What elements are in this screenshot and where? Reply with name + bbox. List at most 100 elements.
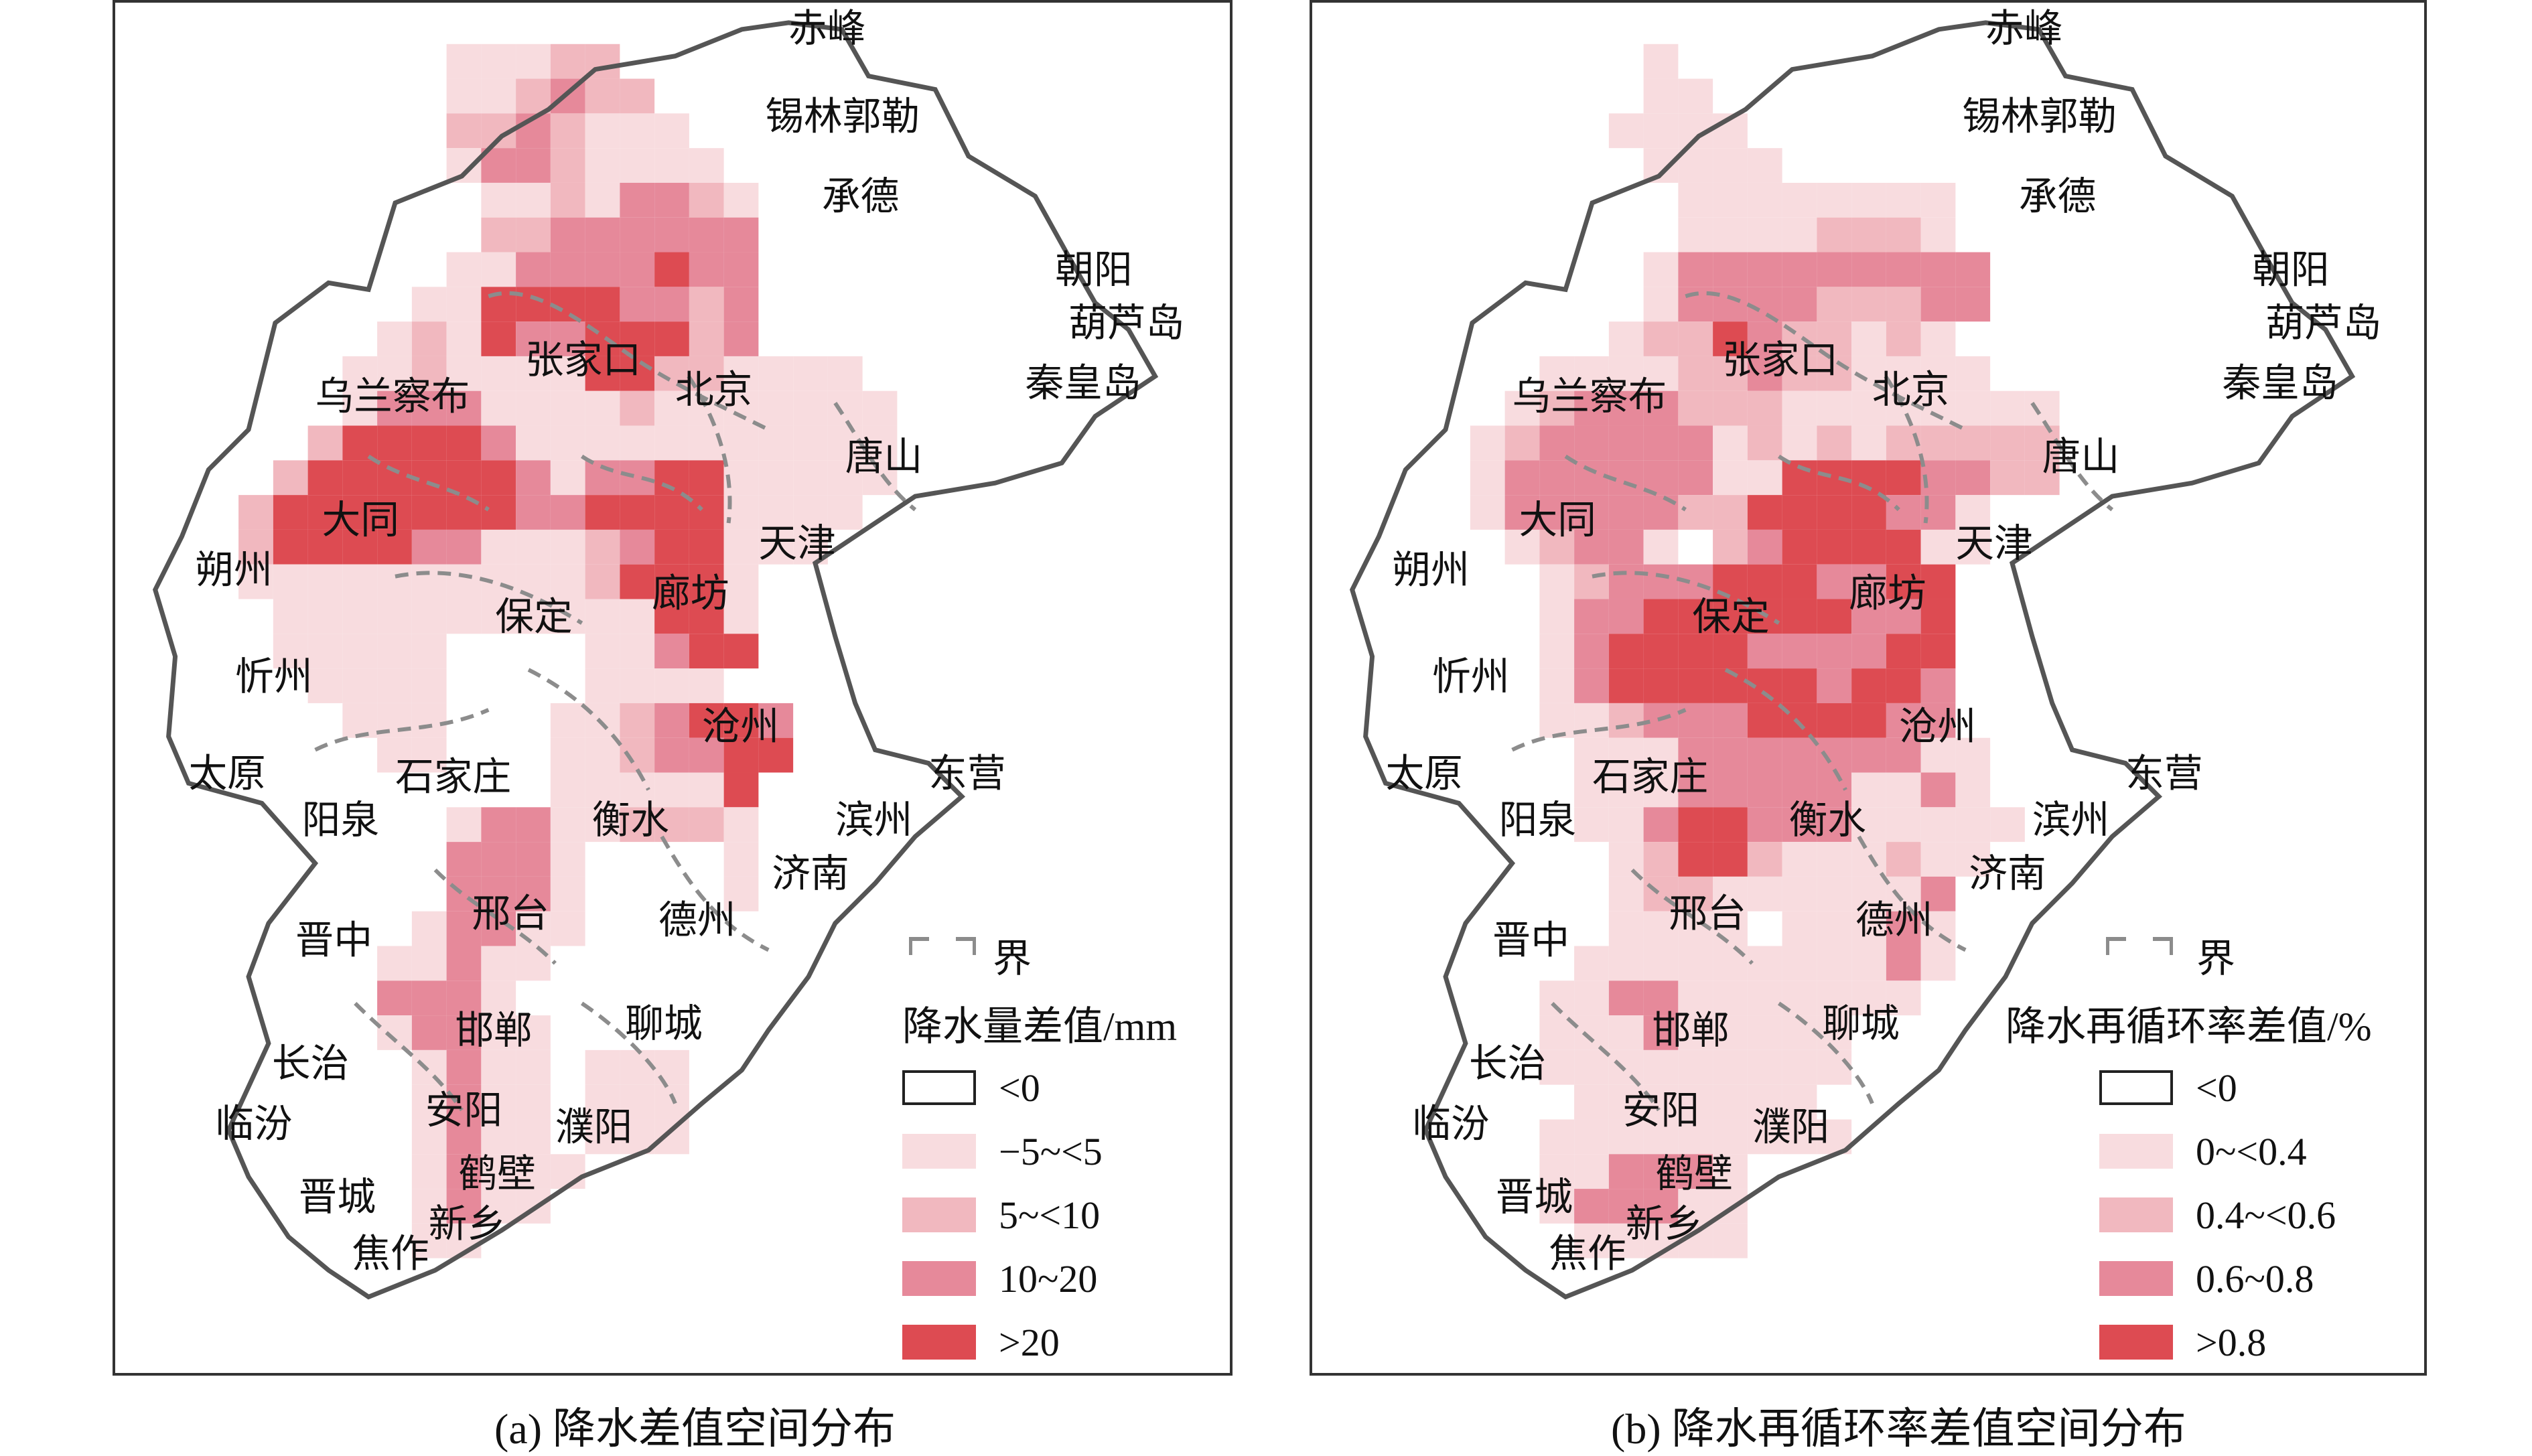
city-label: 阳泉 [1499, 797, 1576, 843]
grid-cell [1920, 737, 1956, 773]
grid-cell [585, 356, 620, 391]
grid-cell [689, 772, 724, 808]
grid-cell [585, 564, 620, 599]
grid-cell [1817, 1049, 1852, 1085]
grid-cell [550, 44, 585, 79]
grid-cell [1782, 1015, 1817, 1050]
grid-cell [1955, 772, 1991, 808]
grid-cell [1990, 390, 2025, 426]
grid-cell [1574, 460, 1609, 496]
grid-cell [1608, 1154, 1644, 1189]
grid-cell [516, 287, 551, 322]
grid-cell [1886, 425, 1921, 461]
grid-cell [1920, 252, 1956, 287]
city-label: 安阳 [425, 1087, 502, 1133]
caption-a: (a) 降水差值空间分布 [494, 1405, 896, 1453]
grid-cell [1782, 425, 1817, 461]
grid-cell [1678, 668, 1713, 703]
grid-cell [1851, 703, 1886, 738]
city-label: 鹤壁 [1656, 1151, 1733, 1196]
legend-swatch [902, 1070, 976, 1105]
legend-item: <0 [902, 1066, 1040, 1110]
grid-cell [862, 390, 898, 426]
region-outline [152, 20, 1159, 1300]
grid-cell [377, 356, 412, 391]
grid-cell [342, 356, 378, 391]
grid-cell [1574, 495, 1609, 530]
grid-cell [1851, 772, 1886, 808]
grid-cell [1574, 737, 1609, 773]
grid-cell [1955, 287, 1991, 322]
grid-cell [654, 287, 689, 322]
grid-cell [723, 182, 759, 218]
grid-cell [307, 634, 343, 669]
grid-cell [585, 1084, 620, 1120]
grid-cell [1851, 876, 1886, 912]
city-label: 天津 [758, 520, 835, 566]
grid-cell [1817, 287, 1852, 322]
grid-cell [1955, 842, 1991, 877]
grid-cell [481, 980, 516, 1016]
grid-cell [1782, 1049, 1817, 1085]
grid-cell [1608, 876, 1644, 912]
grid-cell [1817, 495, 1852, 530]
grid-cell [446, 148, 482, 183]
grid-cell [689, 737, 724, 773]
legend-item: <0 [2099, 1066, 2237, 1110]
grid-cell [411, 634, 447, 669]
grid-cell [377, 529, 412, 565]
grid-cell [516, 321, 551, 356]
grid-cell [550, 460, 585, 496]
grid-cell [1920, 634, 1956, 669]
grid-cell [585, 1049, 620, 1085]
grid-cell [1955, 737, 1991, 773]
grid-cell [411, 529, 447, 565]
grid-cell [1955, 529, 1991, 565]
grid-cell [446, 599, 482, 634]
grid-cell [689, 148, 724, 183]
grid-cell [1886, 668, 1921, 703]
grid-cell [689, 217, 724, 252]
grid-cell [1851, 287, 1886, 322]
legend-item: >0.8 [2099, 1321, 2266, 1364]
city-label: 安阳 [1622, 1087, 1699, 1133]
grid-cell [550, 182, 585, 218]
grid-cell [1747, 737, 1782, 773]
grid-cell [307, 564, 343, 599]
grid-cell [1747, 946, 1782, 981]
city-label: 锡林郭勒 [1962, 93, 2117, 139]
grid-cell [862, 460, 898, 496]
grid-cell [516, 356, 551, 391]
grid-cell [620, 703, 655, 738]
grid-cell [689, 252, 724, 287]
grid-cell [1678, 599, 1713, 634]
grid-cell [1747, 390, 1782, 426]
grid-cell [1608, 980, 1644, 1016]
grid-cell [377, 425, 412, 461]
grid-cell [1817, 529, 1852, 565]
grid-cell [620, 772, 655, 808]
grid-cell [1678, 842, 1713, 877]
grid-cell [1851, 529, 1886, 565]
grid-cell [1643, 772, 1679, 808]
grid-cell [689, 703, 724, 738]
grid-cell [1955, 390, 1991, 426]
grid-cell [1886, 529, 1921, 565]
grid-cell [550, 495, 585, 530]
grid-cell [1539, 668, 1575, 703]
grid-cell [481, 876, 516, 912]
city-label: 晋中 [295, 917, 372, 962]
grid-cell [1886, 182, 1921, 218]
grid-cell [1782, 876, 1817, 912]
grid-cell [1643, 425, 1679, 461]
legend-item: 5~<10 [902, 1193, 1100, 1237]
grid-cell [411, 668, 447, 703]
grid-cell [1713, 703, 1748, 738]
city-label: 忻州 [1432, 654, 1509, 699]
grid-cell [411, 911, 447, 946]
grid-cell [377, 321, 412, 356]
grid-cell [1574, 1084, 1609, 1120]
grid-cell [1851, 668, 1886, 703]
grid-cell [2024, 425, 2060, 461]
city-label: 唐山 [2042, 433, 2119, 479]
